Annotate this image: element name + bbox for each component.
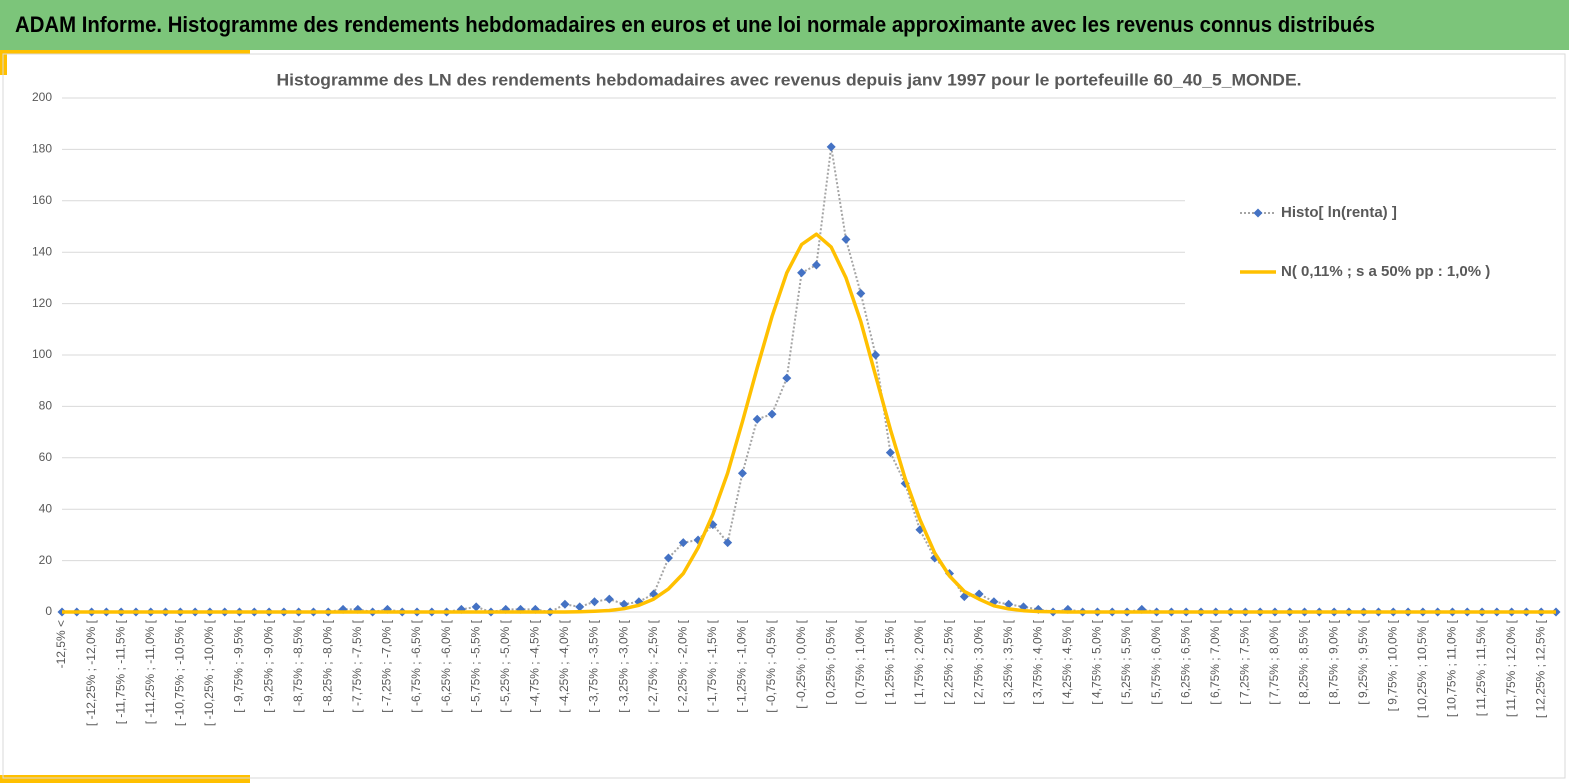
- x-tick-label: [ -1,75% ; -1,5% [: [705, 619, 719, 712]
- legend-label: Histo[ ln(renta) ]: [1281, 204, 1397, 221]
- data-point: [1004, 599, 1014, 609]
- x-tick-label: [ -6,25% ; -6,0% [: [439, 619, 453, 712]
- x-tick-label: [ -4,25% ; -4,0% [: [557, 619, 571, 712]
- x-tick-label: [ -0,75% ; -0,5% [: [764, 619, 778, 712]
- data-point: [737, 468, 747, 478]
- x-tick-label: [ -0,25% ; 0,0% [: [794, 619, 808, 708]
- data-point: [811, 260, 821, 270]
- x-tick-label: [ -5,25% ; -5,0% [: [498, 619, 512, 712]
- data-point: [560, 599, 570, 609]
- x-tick-label: [ 4,25% ; 4,5% [: [1060, 619, 1074, 704]
- accent: [0, 50, 250, 54]
- x-tick-label: [ -3,25% ; -3,0% [: [616, 619, 630, 712]
- x-tick-label: [ 1,25% ; 1,5% [: [883, 619, 897, 704]
- legend-label: N( 0,11% ; s a 50% pp : 1,0% ): [1281, 263, 1490, 280]
- x-tick-label: [ -11,75% ; -11,5% [: [113, 619, 127, 724]
- x-tick-label: [ -10,75% ; -10,5% [: [173, 619, 187, 726]
- x-tick-label: [ -8,25% ; -8,0% [: [320, 619, 334, 712]
- data-point: [471, 602, 481, 612]
- data-point: [856, 288, 866, 298]
- series-line: [62, 232, 1556, 614]
- data-point: [841, 234, 851, 244]
- legend-box: [1185, 185, 1560, 305]
- data-point: [678, 538, 688, 548]
- x-tick-label: [ -9,75% ; -9,5% [: [232, 619, 246, 712]
- x-tick-label: [ 1,75% ; 2,0% [: [912, 619, 926, 704]
- data-point: [797, 268, 807, 278]
- x-tick-label: [ -9,25% ; -9,0% [: [261, 619, 275, 712]
- x-tick-label: [ 6,75% ; 7,0% [: [1208, 619, 1222, 704]
- x-tick-label: [ -7,25% ; -7,0% [: [380, 619, 394, 712]
- x-tick-label: [ 4,75% ; 5,0% [: [1090, 619, 1104, 704]
- x-tick-label: [ 6,25% ; 6,5% [: [1178, 619, 1192, 704]
- data-point: [782, 373, 792, 383]
- x-tick-label: [ 11,25% ; 11,5% [: [1474, 619, 1488, 716]
- y-tick-label: 180: [32, 142, 52, 156]
- y-tick-label: 200: [32, 90, 52, 104]
- x-tick-label: [ 3,75% ; 4,0% [: [1030, 619, 1044, 704]
- y-tick-label: 160: [32, 193, 52, 207]
- data-point: [590, 597, 600, 607]
- x-tick-label: [ 8,25% ; 8,5% [: [1297, 619, 1311, 704]
- x-tick-label: [ -2,25% ; -2,0% [: [675, 619, 689, 712]
- x-tick-label: [ -8,75% ; -8,5% [: [291, 619, 305, 712]
- data-point: [604, 594, 614, 604]
- legend: Histo[ ln(renta) ] N( 0,11% ; s a 50% pp …: [1185, 185, 1560, 305]
- x-tick-label: [ 3,25% ; 3,5% [: [1001, 619, 1015, 704]
- y-tick-label: 140: [32, 244, 52, 258]
- chart-title: Histogramme des LN des rendements hebdom…: [277, 70, 1302, 89]
- x-tick-label: [ -3,75% ; -3,5% [: [587, 619, 601, 712]
- accent: [0, 775, 250, 783]
- x-tick-label: [ 9,75% ; 10,0% [: [1385, 619, 1399, 711]
- data-point: [752, 414, 762, 424]
- legend-marker: [1253, 208, 1263, 218]
- x-tick-label: [ 9,25% ; 9,5% [: [1356, 619, 1370, 704]
- x-tick-label: [ 8,75% ; 9,0% [: [1326, 619, 1340, 704]
- y-tick-label: 120: [32, 296, 52, 310]
- y-tick-label: 60: [39, 450, 53, 464]
- x-tick-label: [ -7,75% ; -7,5% [: [350, 619, 364, 712]
- x-tick-label: [ -10,25% ; -10,0% [: [202, 619, 216, 726]
- x-tick-label: [ 7,25% ; 7,5% [: [1238, 619, 1252, 704]
- x-tick-label: -12,5% <: [54, 620, 68, 668]
- data-point: [871, 350, 881, 360]
- y-tick-label: 20: [39, 553, 53, 567]
- x-tick-label: [ -2,75% ; -2,5% [: [646, 619, 660, 712]
- x-tick-label: [ -6,75% ; -6,5% [: [409, 619, 423, 712]
- x-tick-label: [ 12,25% ; 12,5% [: [1533, 619, 1547, 718]
- title-bar: [0, 0, 1569, 50]
- x-tick-label: [ 0,25% ; 0,5% [: [823, 619, 837, 704]
- data-point: [767, 409, 777, 419]
- y-tick-label: 100: [32, 347, 52, 361]
- x-tick-label: [ -4,75% ; -4,5% [: [528, 619, 542, 712]
- x-tick-label: [ -1,25% ; -1,0% [: [735, 619, 749, 712]
- data-point: [575, 602, 585, 612]
- data-point: [723, 538, 733, 548]
- x-tick-label: [ 10,25% ; 10,5% [: [1415, 619, 1429, 718]
- data-point: [826, 142, 836, 152]
- x-tick-label: [ -11,25% ; -11,0% [: [143, 619, 157, 724]
- data-point: [885, 448, 895, 458]
- x-tick-label: [ -5,75% ; -5,5% [: [468, 619, 482, 712]
- y-tick-label: 0: [45, 604, 52, 618]
- x-tick-label: [ 10,75% ; 11,0% [: [1445, 619, 1459, 717]
- x-tick-label: [ 5,25% ; 5,5% [: [1119, 619, 1133, 704]
- chart-border: [2, 53, 1566, 779]
- x-tick-label: [ 2,25% ; 2,5% [: [942, 619, 956, 704]
- x-tick-label: [ 2,75% ; 3,0% [: [971, 619, 985, 704]
- x-tick-label: [ -12,25% ; -12,0% [: [84, 619, 98, 726]
- x-tick-label: [ 0,75% ; 1,0% [: [853, 619, 867, 704]
- x-tick-label: [ 7,75% ; 8,0% [: [1267, 619, 1281, 704]
- y-tick-label: 40: [39, 501, 53, 515]
- page-title: ADAM Informe. Histogramme des rendements…: [15, 12, 1375, 37]
- y-tick-label: 80: [39, 399, 53, 413]
- x-tick-label: [ 5,75% ; 6,0% [: [1149, 619, 1163, 704]
- data-point: [663, 553, 673, 563]
- x-tick-label: [ 11,75% ; 12,0% [: [1504, 619, 1518, 717]
